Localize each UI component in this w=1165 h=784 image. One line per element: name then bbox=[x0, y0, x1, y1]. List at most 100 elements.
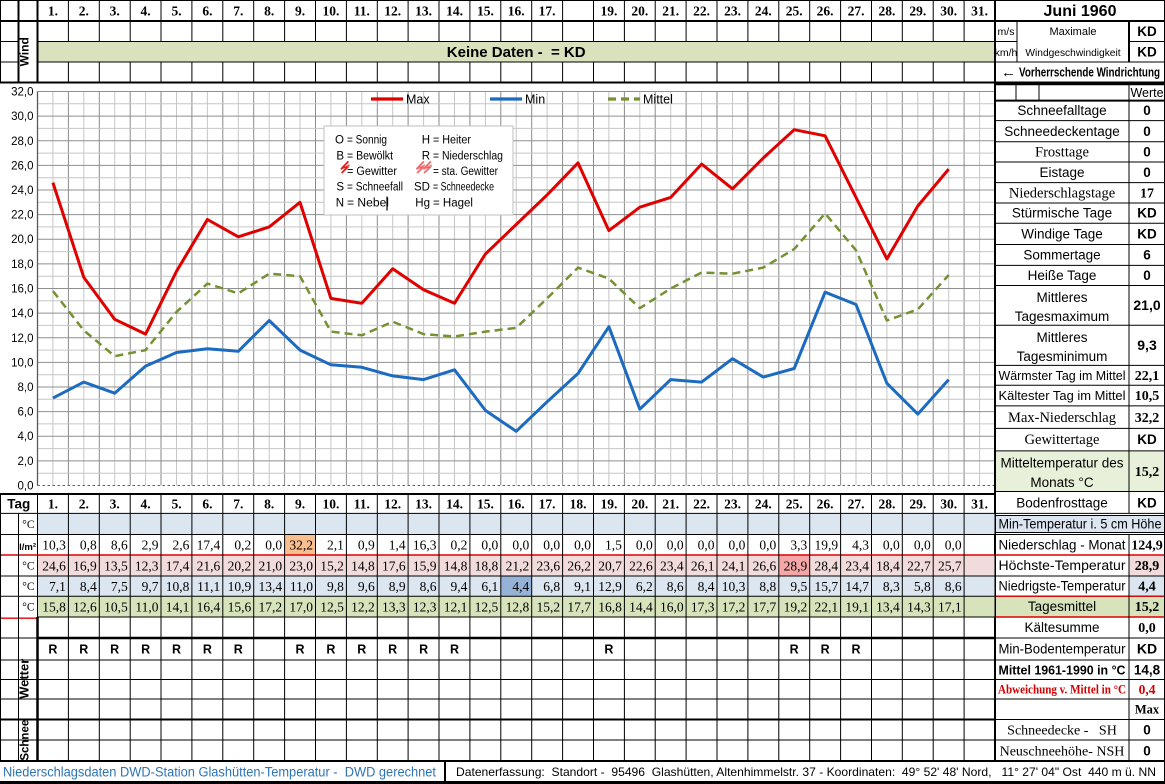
svg-text:H: H bbox=[422, 135, 430, 147]
svg-text:16.: 16. bbox=[508, 497, 525, 512]
svg-text:29.: 29. bbox=[909, 497, 926, 512]
svg-text:23,6: 23,6 bbox=[536, 558, 560, 573]
svg-text:3.: 3. bbox=[110, 4, 120, 19]
svg-text:Stürmische Tage: Stürmische Tage bbox=[1012, 206, 1112, 221]
svg-text:6.: 6. bbox=[202, 497, 212, 512]
svg-text:9,3: 9,3 bbox=[1137, 337, 1157, 353]
svg-text:2.: 2. bbox=[79, 497, 89, 512]
svg-text:9,1: 9,1 bbox=[574, 579, 591, 594]
svg-text:SD: SD bbox=[414, 182, 430, 194]
svg-text:Frosttage: Frosttage bbox=[1035, 145, 1089, 161]
svg-text:9,4: 9,4 bbox=[451, 579, 468, 594]
svg-text:0: 0 bbox=[1143, 103, 1151, 118]
svg-text:Windige Tage: Windige Tage bbox=[1021, 226, 1103, 241]
svg-text:4,4: 4,4 bbox=[1138, 580, 1156, 595]
svg-text:15,2: 15,2 bbox=[1135, 465, 1160, 480]
svg-text:5.: 5. bbox=[171, 497, 181, 512]
svg-text:21,0: 21,0 bbox=[258, 558, 282, 573]
svg-text:KD: KD bbox=[1137, 226, 1157, 241]
svg-text:Max: Max bbox=[406, 93, 430, 107]
svg-text:4.: 4. bbox=[141, 497, 151, 512]
svg-text:17,3: 17,3 bbox=[691, 599, 715, 614]
svg-text:15.: 15. bbox=[477, 497, 494, 512]
svg-text:12.: 12. bbox=[384, 4, 401, 19]
svg-text:22,7: 22,7 bbox=[907, 558, 931, 573]
svg-text:= Gewitter: = Gewitter bbox=[347, 166, 397, 178]
svg-text:Sommertage: Sommertage bbox=[1023, 248, 1100, 263]
svg-text:24.: 24. bbox=[755, 497, 772, 512]
svg-text:12,5: 12,5 bbox=[320, 599, 344, 614]
svg-text:R: R bbox=[450, 642, 459, 656]
svg-text:14,8: 14,8 bbox=[351, 558, 375, 573]
svg-text:8,6: 8,6 bbox=[420, 579, 437, 594]
svg-text:5,8: 5,8 bbox=[914, 579, 931, 594]
svg-text:17,7: 17,7 bbox=[567, 599, 591, 614]
svg-text:10,8: 10,8 bbox=[166, 579, 190, 594]
svg-text:17.: 17. bbox=[539, 497, 556, 512]
svg-text:KD: KD bbox=[1137, 24, 1157, 39]
svg-text:10,5: 10,5 bbox=[1135, 389, 1160, 404]
svg-text:0,0: 0,0 bbox=[265, 538, 282, 553]
svg-text:3.: 3. bbox=[110, 497, 120, 512]
svg-text:0: 0 bbox=[1143, 165, 1151, 180]
svg-text:R: R bbox=[357, 642, 366, 656]
svg-text:25,7: 25,7 bbox=[938, 558, 962, 573]
svg-text:24.: 24. bbox=[755, 4, 772, 19]
svg-text:17: 17 bbox=[1140, 186, 1154, 201]
svg-text:0,8: 0,8 bbox=[80, 538, 97, 553]
svg-text:12,8: 12,8 bbox=[506, 599, 530, 614]
svg-text:26,0: 26,0 bbox=[11, 160, 33, 172]
svg-text:= Sonnig: = Sonnig bbox=[347, 135, 387, 147]
svg-text:6,2: 6,2 bbox=[636, 579, 653, 594]
svg-text:10,3: 10,3 bbox=[722, 579, 746, 594]
svg-text:Hg: Hg bbox=[415, 197, 430, 209]
svg-text:0,0: 0,0 bbox=[574, 538, 591, 553]
svg-text:Schneedeckentage: Schneedeckentage bbox=[1004, 124, 1120, 139]
svg-text:12,3: 12,3 bbox=[413, 599, 437, 614]
svg-text:Kältesumme: Kältesumme bbox=[1024, 620, 1099, 635]
svg-text:31.: 31. bbox=[971, 4, 988, 19]
svg-text:R: R bbox=[110, 642, 119, 656]
svg-text:Schneefalltage: Schneefalltage bbox=[1017, 103, 1106, 118]
svg-text:0,4: 0,4 bbox=[1139, 682, 1156, 697]
svg-text:Wetter: Wetter bbox=[17, 659, 32, 699]
svg-text:km/h: km/h bbox=[995, 47, 1018, 59]
svg-text:23.: 23. bbox=[724, 4, 741, 19]
svg-text:27.: 27. bbox=[848, 4, 865, 19]
svg-text:= Niederschlag: = Niederschlag bbox=[433, 150, 503, 162]
svg-text:6,1: 6,1 bbox=[481, 579, 498, 594]
svg-text:17,4: 17,4 bbox=[197, 538, 221, 553]
svg-text:R: R bbox=[234, 642, 243, 656]
svg-text:0,0: 0,0 bbox=[883, 538, 900, 553]
svg-text:9,5: 9,5 bbox=[790, 579, 807, 594]
svg-text:29.: 29. bbox=[909, 4, 926, 19]
svg-text:14,1: 14,1 bbox=[166, 599, 190, 614]
svg-text:14,8: 14,8 bbox=[1134, 662, 1161, 677]
svg-text:Wärmster Tag im Mittel: Wärmster Tag im Mittel bbox=[999, 368, 1126, 383]
svg-text:R: R bbox=[604, 642, 613, 656]
svg-text:2,1: 2,1 bbox=[327, 538, 344, 553]
svg-text:Mitteltemperatur des: Mitteltemperatur des bbox=[1000, 456, 1123, 471]
svg-text:Min-Bodentemperatur: Min-Bodentemperatur bbox=[999, 642, 1126, 657]
svg-text:6,8: 6,8 bbox=[543, 579, 560, 594]
svg-text:9.: 9. bbox=[295, 4, 305, 19]
svg-text:8,8: 8,8 bbox=[759, 579, 776, 594]
svg-text:24,0: 24,0 bbox=[11, 185, 33, 197]
svg-text:27.: 27. bbox=[848, 497, 865, 512]
svg-text:20,7: 20,7 bbox=[598, 558, 622, 573]
svg-text:10,3: 10,3 bbox=[42, 538, 66, 553]
svg-text:Juni 1960: Juni 1960 bbox=[1044, 3, 1117, 20]
svg-text:0,0: 0,0 bbox=[914, 538, 931, 553]
svg-text:19.: 19. bbox=[600, 497, 617, 512]
svg-text:30.: 30. bbox=[940, 4, 957, 19]
svg-text:12,5: 12,5 bbox=[475, 599, 499, 614]
svg-text:15,9: 15,9 bbox=[413, 558, 437, 573]
svg-text:0,0: 0,0 bbox=[512, 538, 529, 553]
svg-text:15,2: 15,2 bbox=[320, 558, 344, 573]
svg-text:16,8: 16,8 bbox=[598, 599, 622, 614]
svg-text:24,1: 24,1 bbox=[722, 558, 746, 573]
svg-text:1,4: 1,4 bbox=[389, 538, 406, 553]
svg-text:Mittleres: Mittleres bbox=[1036, 330, 1087, 345]
svg-text:Niedrigste-Temperatur: Niedrigste-Temperatur bbox=[999, 579, 1126, 594]
svg-text:Niederschlagsdaten DWD-Station: Niederschlagsdaten DWD-Station Glashütte… bbox=[3, 765, 436, 780]
